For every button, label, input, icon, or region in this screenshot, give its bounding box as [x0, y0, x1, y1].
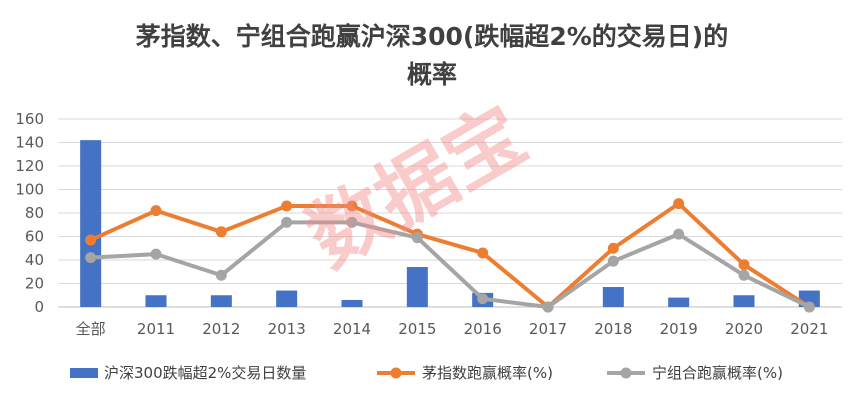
data-point [607, 255, 619, 267]
x-tick-label: 2013 [268, 320, 306, 338]
x-tick-label: 2019 [660, 320, 698, 338]
series-line [90, 220, 811, 309]
x-tick-label: 2021 [790, 320, 828, 338]
chart-title-line2: 概率 [407, 60, 457, 89]
bar [733, 295, 755, 307]
data-point [281, 200, 293, 212]
bar [80, 140, 102, 307]
data-point [346, 200, 358, 212]
chart-title-line1: 茅指数、宁组合跑赢沪深300(跌幅超2%的交易日)的 [136, 22, 728, 51]
legend-label: 茅指数跑赢概率(%) [422, 364, 553, 382]
data-point [673, 228, 685, 240]
data-point [673, 198, 685, 210]
y-tick-label: 140 [15, 134, 44, 152]
bar-series [80, 140, 820, 307]
data-point [411, 232, 423, 244]
legend-swatch [70, 368, 98, 378]
y-tick-label: 20 [25, 275, 44, 293]
legend-marker [390, 367, 402, 379]
y-tick-label: 0 [34, 298, 44, 316]
data-point [477, 293, 489, 305]
line-series [85, 198, 815, 313]
data-point [346, 216, 358, 228]
y-tick-label: 40 [25, 251, 44, 269]
gridlines [58, 118, 842, 308]
legend-marker [620, 367, 632, 379]
x-tick-label: 2015 [398, 320, 436, 338]
series-line [89, 201, 811, 309]
data-point [85, 234, 97, 246]
data-point [150, 248, 162, 260]
y-tick-label: 80 [25, 204, 44, 222]
data-point [215, 226, 227, 238]
y-tick-label: 160 [15, 110, 44, 128]
data-point [542, 301, 554, 313]
data-point [150, 205, 162, 217]
bar [145, 295, 167, 307]
y-tick-label: 60 [25, 228, 44, 246]
y-tick-label: 100 [15, 181, 44, 199]
legend-label: 宁组合跑赢概率(%) [652, 364, 783, 382]
data-point [215, 269, 227, 281]
x-tick-label: 全部 [76, 320, 106, 338]
x-tick-label: 2014 [333, 320, 371, 338]
x-tick-label: 2011 [137, 320, 175, 338]
bar [210, 295, 232, 307]
bar [668, 297, 690, 307]
data-point [85, 252, 97, 264]
x-tick-label: 2016 [464, 320, 502, 338]
legend: 沪深300跌幅超2%交易日数量 茅指数跑赢概率(%) 宁组合跑赢概率(%) [70, 364, 783, 382]
y-axis: 0 20 40 60 80 100 120 140 160 [15, 110, 44, 316]
x-tick-label: 2020 [725, 320, 763, 338]
x-tick-label: 2017 [529, 320, 567, 338]
data-point [738, 259, 750, 271]
x-tick-label: 2012 [202, 320, 240, 338]
data-point [607, 242, 619, 254]
bar [406, 267, 428, 307]
bar [276, 290, 298, 307]
data-point [738, 269, 750, 281]
data-point [803, 301, 815, 313]
bar [602, 287, 624, 307]
legend-label: 沪深300跌幅超2%交易日数量 [104, 364, 306, 382]
bar [341, 299, 363, 307]
data-point [281, 216, 293, 228]
y-tick-label: 120 [15, 157, 44, 175]
x-axis: 全部 2011 2012 2013 2014 2015 2016 2017 2018 2019 20… [76, 320, 829, 338]
x-tick-label: 2018 [594, 320, 632, 338]
data-point [477, 247, 489, 259]
